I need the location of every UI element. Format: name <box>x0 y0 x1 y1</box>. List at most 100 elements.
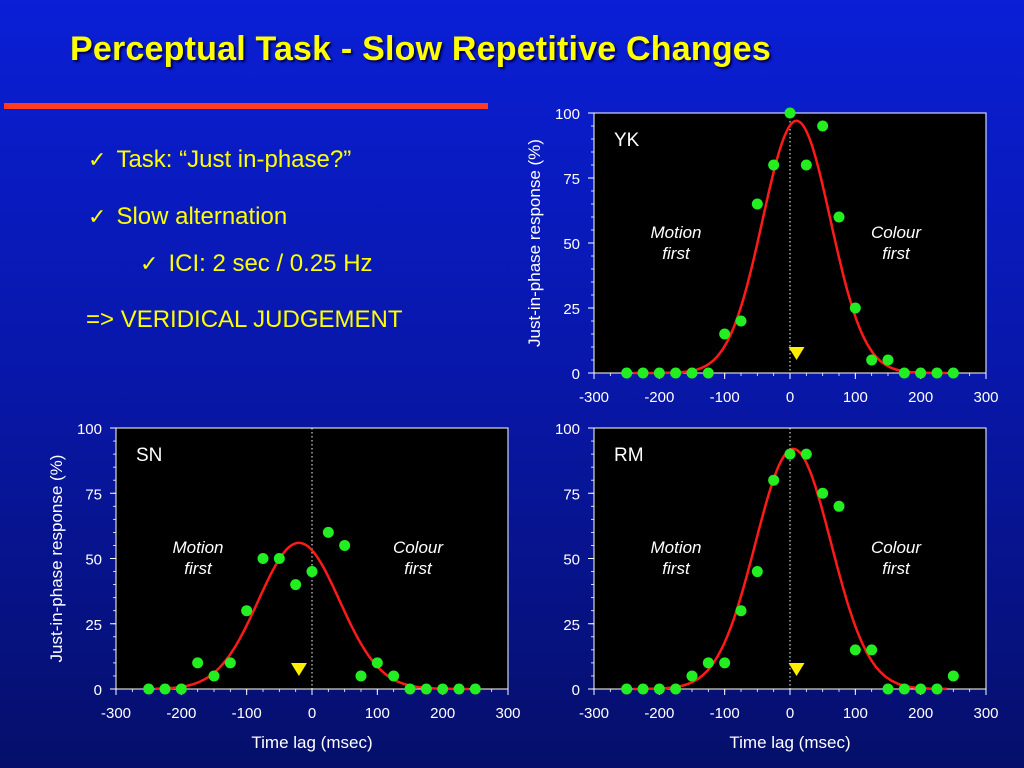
annotation-motion: Motion <box>650 223 701 242</box>
data-point <box>322 526 334 538</box>
data-point <box>686 367 698 379</box>
data-point <box>339 539 351 551</box>
x-tick-label: 200 <box>908 389 933 406</box>
bullet-conclusion: => VERIDICAL JUDGEMENT <box>86 306 403 333</box>
annotation-colour-first: first <box>404 559 433 578</box>
fit-curve <box>633 119 947 375</box>
data-point <box>670 683 682 695</box>
data-point <box>159 683 171 695</box>
data-point <box>849 302 861 314</box>
data-point <box>784 107 796 119</box>
y-axis-label: Just-in-phase response (%) <box>47 455 66 663</box>
x-tick-label: -200 <box>644 389 674 406</box>
data-point <box>290 579 302 591</box>
x-tick-label: 300 <box>495 705 520 722</box>
data-point <box>371 657 383 669</box>
x-tick-label: 0 <box>786 705 794 722</box>
x-tick-label: 200 <box>430 705 455 722</box>
data-point <box>637 367 649 379</box>
data-point <box>735 315 747 327</box>
data-point <box>931 683 943 695</box>
data-point <box>915 367 927 379</box>
check-icon: ✓ <box>140 251 159 276</box>
data-point <box>404 683 416 695</box>
data-point <box>653 683 665 695</box>
annotation-colour: Colour <box>393 538 444 557</box>
x-tick-label: 200 <box>908 705 933 722</box>
x-axis-label: Time lag (msec) <box>251 733 372 752</box>
page-title: Perceptual Task - Slow Repetitive Change… <box>70 30 771 68</box>
y-tick-label: 75 <box>85 486 102 503</box>
y-tick-label: 100 <box>555 421 580 438</box>
data-point <box>686 670 698 682</box>
x-tick-label: 0 <box>786 389 794 406</box>
y-tick-label: 0 <box>94 682 102 699</box>
y-tick-label: 25 <box>563 617 580 634</box>
data-point <box>420 683 432 695</box>
data-point <box>898 683 910 695</box>
data-point <box>866 644 878 656</box>
data-point <box>882 683 894 695</box>
annotation-motion-first: first <box>662 559 691 578</box>
data-point <box>257 553 269 564</box>
fit-curve <box>155 541 469 691</box>
annotation-motion: Motion <box>172 538 223 557</box>
x-tick-label: -100 <box>232 705 262 722</box>
y-tick-label: 0 <box>572 682 580 699</box>
chart-sn: 0 25 50 75 100 -300 -200 -100 0 100 200 300 SN Motion… <box>47 421 521 752</box>
x-tick-label: -100 <box>710 705 740 722</box>
data-point <box>224 657 236 669</box>
x-tick-label: 100 <box>843 389 868 406</box>
data-point <box>208 670 220 682</box>
data-point <box>469 683 481 695</box>
bullet-task-text: Task: “Just in-phase?” <box>116 146 352 173</box>
data-point <box>175 683 187 695</box>
bullet-ici-text: ICI: 2 sec / 0.25 Hz <box>168 250 373 277</box>
x-tick-label: 100 <box>843 705 868 722</box>
y-tick-label: 100 <box>77 421 102 438</box>
subject-label: RM <box>614 445 644 466</box>
y-tick-label: 25 <box>563 301 580 318</box>
x-tick-label: -300 <box>579 705 609 722</box>
check-icon: ✓ <box>88 147 107 172</box>
y-tick-label: 25 <box>85 617 102 634</box>
data-point <box>768 474 780 486</box>
data-point <box>702 367 714 379</box>
check-icon: ✓ <box>88 204 107 229</box>
annotation-colour: Colour <box>871 223 922 242</box>
data-point <box>453 683 465 695</box>
chart-yk: 0 25 50 75 100 -300 -200 -100 0 100 200 300 YK Motion… <box>525 106 999 406</box>
data-point <box>800 159 812 171</box>
data-point <box>817 487 829 499</box>
data-point <box>637 683 649 695</box>
x-tick-label: 100 <box>365 705 390 722</box>
x-tick-label: -200 <box>644 705 674 722</box>
data-point <box>273 553 285 564</box>
plot-area <box>593 427 987 690</box>
data-point <box>719 328 731 340</box>
data-point <box>306 566 318 578</box>
y-tick-label: 50 <box>563 552 580 569</box>
data-point <box>833 500 845 512</box>
data-point <box>670 367 682 379</box>
x-tick-label: -300 <box>579 389 609 406</box>
y-tick-label: 75 <box>563 171 580 188</box>
annotation-motion-first: first <box>184 559 213 578</box>
data-point <box>882 354 894 366</box>
data-point <box>833 211 845 223</box>
annotation-colour: Colour <box>871 538 922 557</box>
annotation-colour-first: first <box>882 559 911 578</box>
annotation-motion-first: first <box>662 244 691 263</box>
bullet-alternation-text: Slow alternation <box>116 203 288 230</box>
data-point <box>719 657 731 669</box>
data-point <box>621 683 633 695</box>
data-point <box>437 683 449 695</box>
y-tick-label: 50 <box>85 552 102 569</box>
x-tick-label: -200 <box>166 705 196 722</box>
y-axis-label: Just-in-phase response (%) <box>525 139 544 347</box>
plot-area <box>115 427 509 690</box>
data-point <box>784 448 796 460</box>
subject-label: SN <box>136 445 162 466</box>
data-point <box>702 657 714 669</box>
